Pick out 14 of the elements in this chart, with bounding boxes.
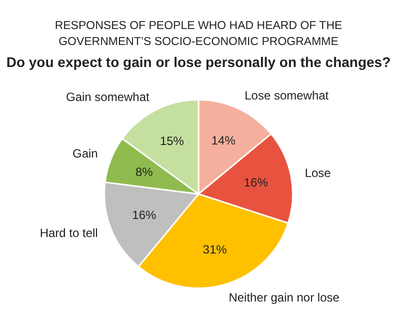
chart-title: RESPONSES OF PEOPLE WHO HAD HEARD OF THE GOVERNMENT’S SOCIO-ECONOMIC PROGRAMME [54, 19, 344, 50]
chart-subtitle: Do you expect to gain or lose personally on the changes? [5, 53, 392, 72]
data-label: 31% [202, 242, 228, 256]
data-label: 15% [160, 134, 184, 148]
data-label: 16% [244, 175, 268, 190]
slice-label: Gain somewhat [66, 90, 150, 104]
slice-label: Gain [72, 146, 98, 160]
slice-label: Lose [304, 166, 332, 180]
slice-label: Hard to tell [40, 226, 98, 240]
slice-label: Neither gain nor lose [228, 290, 340, 304]
data-label: 16% [132, 208, 156, 222]
data-label: 14% [211, 133, 236, 148]
slice-label: Lose somewhat [244, 88, 330, 102]
data-label: 8% [135, 164, 154, 179]
